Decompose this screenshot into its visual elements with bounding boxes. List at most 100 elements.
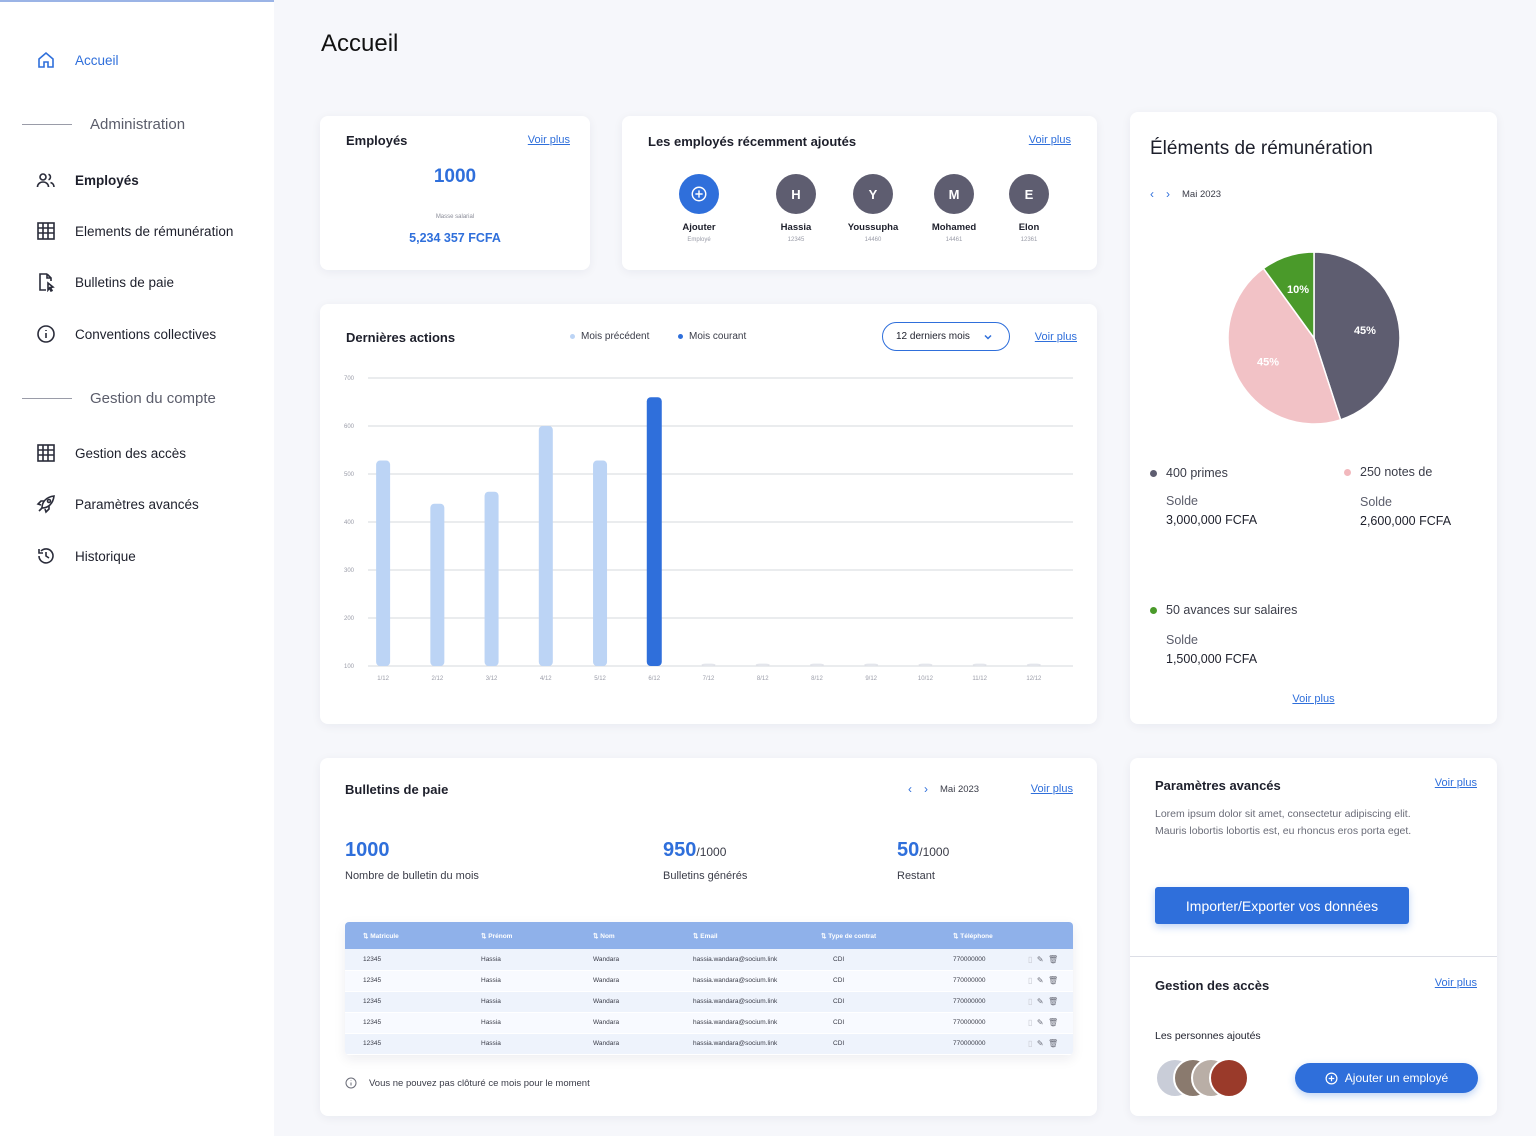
sidebar-item-bulletins[interactable]: Bulletins de paie: [36, 272, 174, 292]
row-actions: ▯ ✎ 🗑︎: [1010, 970, 1073, 992]
employee-item[interactable]: Y Youssupha 14460: [833, 174, 913, 243]
column-header[interactable]: ⇅ Type de contrat: [803, 922, 935, 949]
sidebar-item-parametres-avances[interactable]: Paramètres avancés: [36, 494, 199, 514]
chevron-left-icon[interactable]: ‹: [1150, 187, 1154, 201]
bar[interactable]: [484, 491, 499, 666]
avatar: E: [1009, 174, 1049, 214]
chevron-right-icon[interactable]: ›: [924, 782, 928, 796]
sidebar-item-accueil[interactable]: Accueil: [36, 50, 119, 70]
cell-email: hassia.wandara@socium.link: [675, 1033, 803, 1055]
file-icon[interactable]: ▯: [1028, 1039, 1033, 1048]
sidebar-item-employes[interactable]: Employés: [36, 170, 139, 190]
legend-dot: [1150, 469, 1157, 477]
plus-circle-icon: [1325, 1072, 1338, 1084]
file-icon[interactable]: ▯: [1028, 1018, 1033, 1027]
add-employee[interactable]: Ajouter Employé: [659, 174, 739, 243]
bar[interactable]: [430, 503, 445, 666]
pie-slice[interactable]: [1262, 251, 1315, 341]
edit-icon[interactable]: ✎: [1036, 1039, 1044, 1048]
legend-dot: [678, 334, 683, 339]
cell-nom: Wandara: [575, 991, 675, 1013]
x-tick-label: 1/12: [377, 676, 389, 682]
trash-icon[interactable]: 🗑︎: [1048, 1018, 1059, 1027]
edit-icon[interactable]: ✎: [1036, 1018, 1044, 1027]
chevron-left-icon[interactable]: ‹: [908, 782, 912, 796]
column-header[interactable]: ⇅ Téléphone: [935, 922, 1010, 949]
section-label: Administration: [90, 116, 186, 133]
table-row[interactable]: 12345 Hassia Wandara hassia.wandara@soci…: [345, 1012, 1073, 1034]
cell-email: hassia.wandara@socium.link: [675, 949, 803, 971]
cell-prenom: Hassia: [463, 1033, 575, 1055]
x-tick-label: 7/12: [703, 676, 715, 682]
import-export-button[interactable]: Importer/Exporter vos données: [1155, 887, 1409, 924]
trash-icon[interactable]: 🗑︎: [1048, 997, 1059, 1006]
period-select[interactable]: 12 derniers mois: [882, 322, 1010, 351]
cell-prenom: Hassia: [463, 949, 575, 971]
edit-icon[interactable]: ✎: [1036, 954, 1044, 964]
bar[interactable]: [1026, 663, 1041, 666]
add-button[interactable]: [679, 174, 719, 214]
pie-slice[interactable]: [1227, 267, 1342, 425]
column-header[interactable]: ⇅ Prénom: [463, 922, 575, 949]
sidebar-item-elements-remuneration[interactable]: Elements de rémunération: [36, 221, 233, 241]
voir-plus-link[interactable]: Voir plus: [1034, 331, 1077, 343]
bar[interactable]: [593, 460, 608, 666]
sidebar-item-historique[interactable]: Historique: [36, 546, 136, 566]
pie-label: 45%: [1257, 356, 1279, 368]
bar[interactable]: [864, 663, 879, 666]
avatar-stack: [1155, 1058, 1255, 1098]
voir-plus-link[interactable]: Voir plus: [527, 134, 570, 146]
employee-name: Mohamed: [931, 222, 977, 233]
sidebar-item-label: Conventions collectives: [75, 326, 217, 342]
column-header-actions: [1010, 922, 1073, 949]
x-tick-label: 4/12: [540, 676, 552, 682]
file-icon[interactable]: ▯: [1028, 976, 1033, 985]
voir-plus-link[interactable]: Voir plus: [1434, 977, 1477, 989]
sidebar-item-gestion-acces[interactable]: Gestion des accès: [36, 443, 186, 463]
employee-item[interactable]: H Hassia 12345: [756, 174, 836, 243]
sidebar-item-conventions[interactable]: Conventions collectives: [36, 324, 216, 344]
bar[interactable]: [376, 460, 391, 666]
bar[interactable]: [809, 663, 824, 666]
cell-telephone: 770000000: [935, 1012, 1010, 1034]
trash-icon[interactable]: 🗑︎: [1048, 976, 1059, 985]
employee-item[interactable]: M Mohamed 14461: [914, 174, 994, 243]
bar[interactable]: [646, 397, 662, 666]
month-nav: ‹ › Mai 2023: [1150, 187, 1221, 201]
trash-icon[interactable]: 🗑︎: [1048, 954, 1059, 964]
voir-plus-link[interactable]: Voir plus: [1030, 783, 1073, 795]
cell-telephone: 770000000: [935, 1033, 1010, 1055]
remuneration-card: Éléments de rémunération ‹ › Mai 2023 45…: [1130, 112, 1497, 724]
employee-item[interactable]: E Elon 12361: [989, 174, 1069, 243]
column-header[interactable]: ⇅ Email: [675, 922, 803, 949]
column-header[interactable]: ⇅ Matricule: [345, 922, 463, 949]
cell-nom: Wandara: [575, 1012, 675, 1034]
add-employee-button[interactable]: Ajouter un employé: [1295, 1063, 1478, 1093]
bar[interactable]: [538, 426, 553, 666]
file-icon[interactable]: ▯: [1028, 954, 1033, 964]
solde-value: 1,500,000 FCFA: [1166, 652, 1258, 666]
table-row[interactable]: 12345 Hassia Wandara hassia.wandara@soci…: [345, 1033, 1073, 1055]
table-row[interactable]: 12345 Hassia Wandara hassia.wandara@soci…: [345, 991, 1073, 1013]
bar[interactable]: [755, 663, 770, 666]
solde-label: Solde: [1166, 494, 1198, 508]
edit-icon[interactable]: ✎: [1036, 976, 1044, 985]
add-sub: Employé: [687, 237, 711, 243]
file-icon[interactable]: ▯: [1028, 997, 1033, 1006]
edit-icon[interactable]: ✎: [1036, 997, 1044, 1006]
voir-plus-link[interactable]: Voir plus: [1434, 777, 1477, 789]
employee-name: Hassia: [780, 222, 812, 233]
bar[interactable]: [918, 663, 933, 666]
notice: Vous ne pouvez pas clôturé ce mois pour …: [345, 1077, 590, 1089]
bar[interactable]: [972, 663, 987, 666]
chevron-right-icon[interactable]: ›: [1166, 187, 1170, 201]
table-row[interactable]: 12345 Hassia Wandara hassia.wandara@soci…: [345, 970, 1073, 992]
voir-plus-link[interactable]: Voir plus: [1292, 693, 1335, 705]
column-header[interactable]: ⇅ Nom: [575, 922, 675, 949]
x-tick-label: 6/12: [648, 676, 660, 682]
bar[interactable]: [701, 663, 716, 666]
trash-icon[interactable]: 🗑︎: [1048, 1039, 1059, 1048]
pie-slice[interactable]: [1313, 251, 1401, 421]
voir-plus-link[interactable]: Voir plus: [1028, 134, 1071, 146]
table-row[interactable]: 12345 Hassia Wandara hassia.wandara@soci…: [345, 949, 1073, 971]
